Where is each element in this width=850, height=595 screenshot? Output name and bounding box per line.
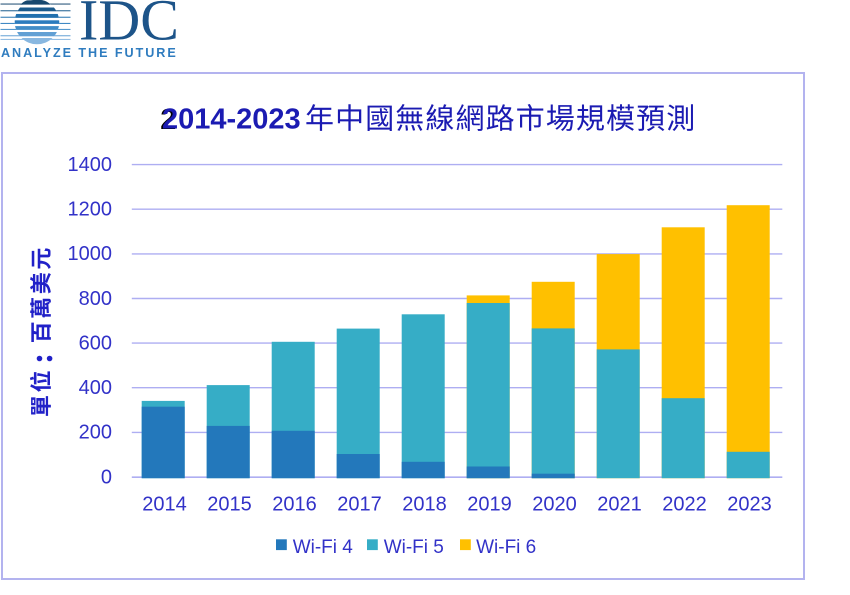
svg-text:800: 800 (79, 288, 112, 310)
svg-text:400: 400 (79, 377, 112, 399)
svg-text:2022: 2022 (662, 494, 707, 516)
svg-text:2021: 2021 (597, 494, 642, 516)
svg-text:2016: 2016 (272, 494, 317, 516)
svg-text:Wi-Fi 4: Wi-Fi 4 (293, 537, 354, 558)
svg-text:2015: 2015 (207, 494, 252, 516)
svg-text:2023: 2023 (727, 494, 772, 516)
svg-text:2019: 2019 (467, 494, 512, 516)
svg-text:IDC: IDC (79, 0, 179, 53)
svg-text:2014: 2014 (142, 494, 187, 516)
svg-text:1200: 1200 (68, 199, 113, 221)
svg-text:Wi-Fi 6: Wi-Fi 6 (476, 537, 536, 558)
svg-text:Wi-Fi 5: Wi-Fi 5 (384, 537, 444, 558)
svg-text:2020: 2020 (532, 494, 577, 516)
svg-text:2: 2 (160, 104, 176, 136)
svg-text:ANALYZE THE FUTURE: ANALYZE THE FUTURE (1, 46, 178, 60)
svg-text:2014-2023: 2014-2023 (162, 104, 301, 136)
svg-text:600: 600 (79, 332, 112, 354)
svg-text:2018: 2018 (402, 494, 447, 516)
svg-text:200: 200 (79, 422, 112, 444)
svg-text:0: 0 (101, 466, 112, 488)
svg-text:1400: 1400 (68, 154, 113, 176)
svg-text:2017: 2017 (337, 494, 382, 516)
svg-text:1000: 1000 (68, 243, 113, 265)
